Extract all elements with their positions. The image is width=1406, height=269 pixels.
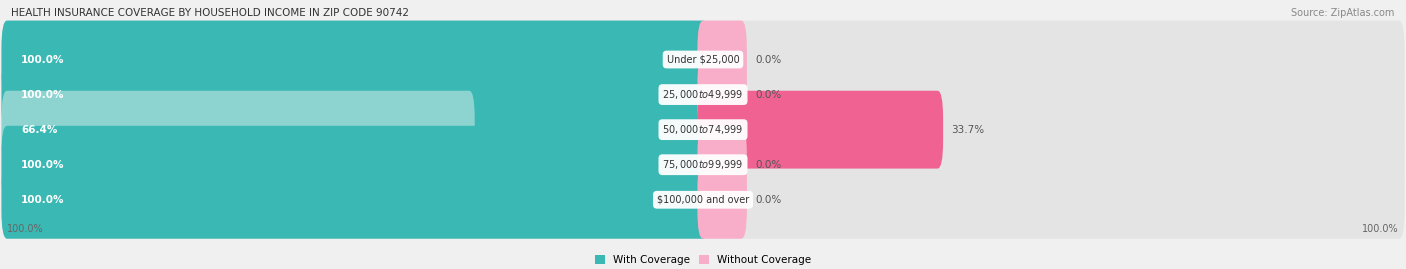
Text: 100.0%: 100.0% bbox=[7, 224, 44, 233]
FancyBboxPatch shape bbox=[1, 56, 1405, 133]
Text: 0.0%: 0.0% bbox=[755, 90, 782, 100]
Text: 100.0%: 100.0% bbox=[21, 55, 65, 65]
FancyBboxPatch shape bbox=[1, 91, 475, 169]
Text: 0.0%: 0.0% bbox=[755, 160, 782, 170]
FancyBboxPatch shape bbox=[1, 91, 1405, 169]
Text: HEALTH INSURANCE COVERAGE BY HOUSEHOLD INCOME IN ZIP CODE 90742: HEALTH INSURANCE COVERAGE BY HOUSEHOLD I… bbox=[11, 8, 409, 18]
Text: $50,000 to $74,999: $50,000 to $74,999 bbox=[662, 123, 744, 136]
FancyBboxPatch shape bbox=[1, 56, 709, 133]
Legend: With Coverage, Without Coverage: With Coverage, Without Coverage bbox=[591, 251, 815, 269]
FancyBboxPatch shape bbox=[1, 21, 1405, 98]
FancyBboxPatch shape bbox=[697, 91, 943, 169]
Text: 66.4%: 66.4% bbox=[21, 125, 58, 135]
Text: $25,000 to $49,999: $25,000 to $49,999 bbox=[662, 88, 744, 101]
FancyBboxPatch shape bbox=[697, 56, 747, 133]
Text: $100,000 and over: $100,000 and over bbox=[657, 195, 749, 205]
Text: 100.0%: 100.0% bbox=[21, 195, 65, 205]
Text: Source: ZipAtlas.com: Source: ZipAtlas.com bbox=[1291, 8, 1395, 18]
FancyBboxPatch shape bbox=[1, 161, 1405, 239]
Text: 33.7%: 33.7% bbox=[952, 125, 984, 135]
FancyBboxPatch shape bbox=[1, 126, 709, 204]
Text: 100.0%: 100.0% bbox=[21, 160, 65, 170]
Text: $75,000 to $99,999: $75,000 to $99,999 bbox=[662, 158, 744, 171]
FancyBboxPatch shape bbox=[1, 126, 1405, 204]
Text: 100.0%: 100.0% bbox=[21, 90, 65, 100]
Text: 0.0%: 0.0% bbox=[755, 195, 782, 205]
Text: Under $25,000: Under $25,000 bbox=[666, 55, 740, 65]
FancyBboxPatch shape bbox=[697, 126, 747, 204]
Text: 0.0%: 0.0% bbox=[755, 55, 782, 65]
FancyBboxPatch shape bbox=[1, 161, 709, 239]
Text: 100.0%: 100.0% bbox=[1362, 224, 1399, 233]
FancyBboxPatch shape bbox=[697, 21, 747, 98]
FancyBboxPatch shape bbox=[697, 161, 747, 239]
FancyBboxPatch shape bbox=[1, 21, 709, 98]
